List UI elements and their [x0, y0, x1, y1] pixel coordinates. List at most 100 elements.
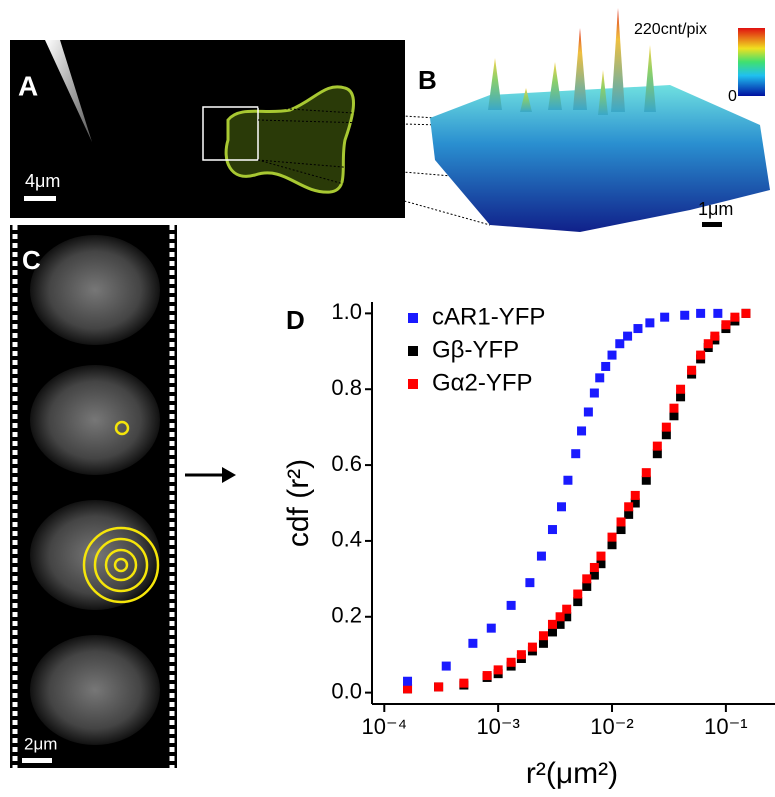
frame-image — [30, 500, 160, 610]
scale-bar — [22, 758, 52, 763]
point — [555, 619, 565, 629]
point — [661, 430, 671, 440]
point — [596, 559, 606, 569]
colorbar-label: 220cnt/pix — [634, 21, 707, 38]
legend-label: cAR1-YFP — [432, 303, 545, 330]
point — [403, 684, 413, 694]
point — [676, 384, 686, 394]
point — [696, 350, 706, 360]
point — [730, 312, 740, 322]
point — [652, 449, 662, 459]
y-tick-label: 0.6 — [331, 451, 362, 476]
point — [459, 678, 469, 688]
point — [589, 388, 599, 398]
point — [630, 498, 640, 508]
scale-bar — [24, 196, 56, 201]
point — [583, 407, 593, 417]
point — [506, 657, 516, 667]
panel-label: D — [286, 305, 305, 335]
point — [615, 339, 625, 349]
point — [696, 308, 706, 318]
scale-label: 4μm — [25, 171, 60, 191]
point — [641, 468, 651, 478]
point — [710, 331, 720, 341]
point — [607, 540, 617, 550]
point — [624, 509, 634, 519]
point — [573, 589, 583, 599]
surface-spikes — [488, 8, 656, 115]
point — [676, 392, 686, 402]
point — [562, 604, 572, 614]
panel-label: B — [418, 65, 437, 95]
zoom-lines — [257, 106, 501, 226]
point — [589, 570, 599, 580]
point — [434, 682, 444, 692]
scale-label: 1μm — [698, 199, 733, 219]
point — [607, 532, 617, 542]
point — [601, 361, 611, 371]
point — [563, 475, 573, 485]
track-circles — [82, 420, 160, 604]
point — [536, 551, 546, 561]
point — [577, 426, 587, 436]
point — [595, 373, 605, 383]
point — [669, 403, 679, 413]
x-axis-label: r²(μm²) — [526, 757, 618, 790]
legend-label: Gα2-YFP — [432, 369, 533, 396]
y-axis-label: cdf (r²) — [282, 459, 315, 547]
point — [645, 318, 655, 328]
point — [403, 676, 413, 686]
point — [630, 490, 640, 500]
point — [669, 411, 679, 421]
point — [482, 671, 492, 681]
point — [547, 525, 557, 535]
point — [687, 365, 697, 375]
zoom-box — [202, 106, 259, 161]
legend-label: Gβ-YFP — [432, 336, 519, 363]
point — [538, 631, 548, 641]
frame-image — [30, 635, 160, 745]
point — [582, 581, 592, 591]
chart: 0.0 0.2 0.4 0.6 0.8 1.0 10⁻⁴ 10⁻³ 10⁻² 10⁻¹ cdf (r… — [282, 299, 775, 790]
point — [525, 578, 535, 588]
point — [506, 600, 516, 610]
y-tick-label: 1.0 — [331, 299, 362, 324]
point — [661, 422, 671, 432]
point — [493, 665, 503, 675]
point — [547, 627, 557, 637]
pipette — [45, 40, 92, 142]
colorbar-label: 0 — [728, 88, 737, 105]
legend-marker — [408, 346, 418, 356]
legend-marker — [408, 313, 418, 323]
point — [582, 574, 592, 584]
point — [616, 525, 626, 535]
point — [616, 517, 626, 527]
point — [713, 308, 723, 318]
point — [538, 638, 548, 648]
point — [680, 310, 690, 320]
y-tick-label: 0.4 — [331, 527, 362, 552]
y-tick-label: 0.0 — [331, 678, 362, 703]
point — [596, 551, 606, 561]
point — [641, 475, 651, 485]
point — [633, 324, 643, 334]
x-tick-label: 10⁻³ — [476, 714, 519, 739]
point — [555, 612, 565, 622]
x-tick-label: 10⁻² — [590, 714, 633, 739]
point — [652, 441, 662, 451]
point — [468, 638, 478, 648]
point — [623, 331, 633, 341]
frame-image — [30, 365, 160, 475]
panel-label: A — [18, 70, 38, 101]
legend-marker — [408, 379, 418, 389]
x-tick-label: 10⁻¹ — [704, 714, 747, 739]
point — [589, 562, 599, 572]
scale-label: 2μm — [24, 734, 57, 753]
point — [562, 612, 572, 622]
point — [741, 308, 751, 318]
point — [624, 502, 634, 512]
point — [486, 623, 496, 633]
frame-image — [30, 235, 160, 345]
x-tick-label: 10⁻⁴ — [362, 714, 408, 739]
